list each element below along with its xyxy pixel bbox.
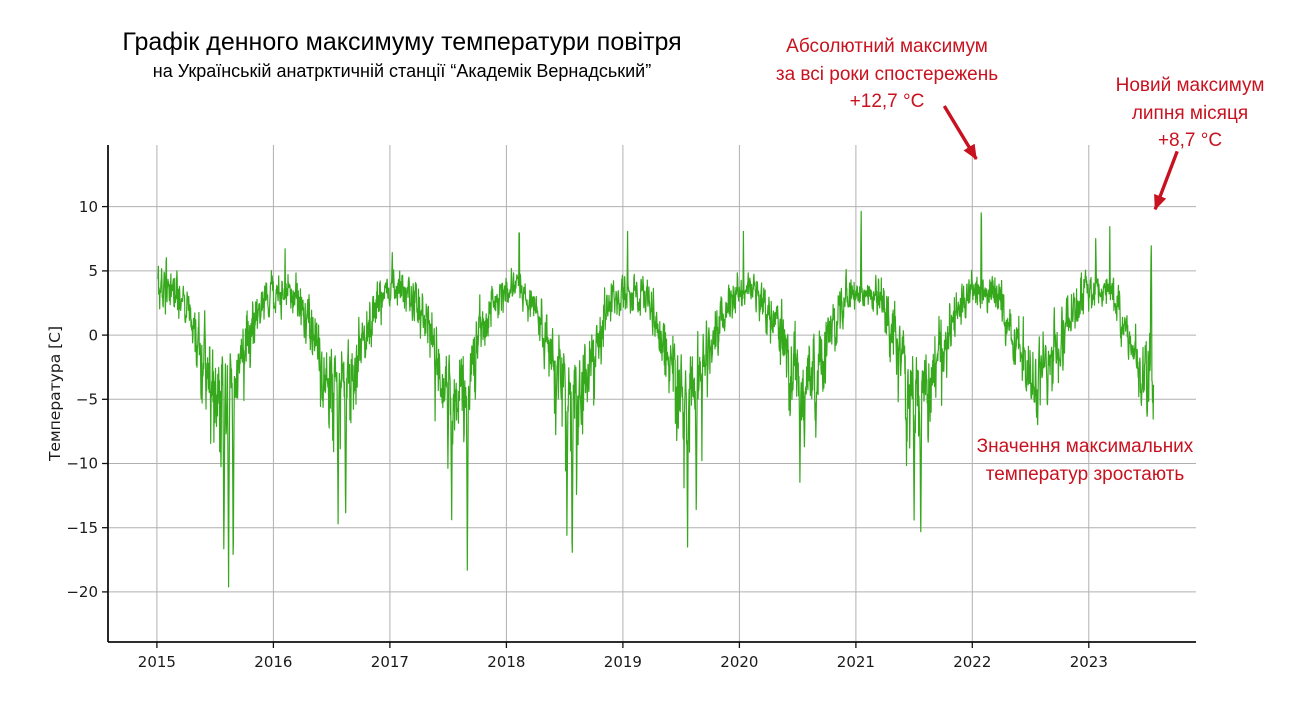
annotation-line: Абсолютний максимум [786, 36, 988, 57]
x-tick-label: 2023 [1070, 653, 1108, 671]
y-tick-label: −15 [66, 519, 98, 537]
annotation-line: Новий максимум [1115, 75, 1265, 96]
x-tick-label: 2018 [487, 653, 525, 671]
y-axis-label: Температура [C] [46, 326, 64, 462]
y-tick-label: 10 [79, 198, 98, 216]
x-tick-label: 2015 [138, 653, 176, 671]
axis-ticks: 10 5 0 −5 −10 −15 −20 2015 2016 2017 2018 2019 2020 2… [66, 198, 1108, 671]
record-arrow-icon-all-time [942, 105, 978, 160]
record-arrow-icon-july [1153, 150, 1179, 211]
annotation-value: +8,7 °C [1157, 130, 1223, 151]
x-tick-label: 2017 [371, 653, 409, 671]
x-tick-label: 2022 [953, 653, 991, 671]
chart-title: Графік денного максимуму температури пов… [122, 28, 682, 56]
annotation-trend-note: Значення максимальних температур зростаю… [930, 433, 1240, 488]
series-line [157, 210, 1155, 588]
y-tick-label: −5 [76, 391, 98, 409]
annotation-line: липня місяця [1131, 102, 1249, 124]
annotation-absolute-maximum: Абсолютний максимум за всі роки спостере… [732, 33, 1042, 116]
x-tick-label: 2016 [254, 653, 292, 671]
y-tick-label: −20 [66, 583, 98, 601]
chart-subtitle: на Українській анатрктичній станції “Ака… [152, 61, 652, 81]
annotation-line: Значення максимальних [976, 436, 1194, 457]
y-tick-label: 0 [88, 326, 98, 344]
annotation-line: температур зростають [985, 463, 1185, 485]
y-tick-label: −10 [66, 455, 98, 473]
annotation-line: за всі роки спостережень [775, 63, 999, 85]
annotation-july-maximum: Новий максимум липня місяця +8,7 °C [1085, 72, 1295, 155]
x-tick-label: 2021 [837, 653, 875, 671]
x-tick-label: 2020 [720, 653, 758, 671]
axis-spines [107, 145, 1196, 643]
x-tick-label: 2019 [604, 653, 642, 671]
annotation-value: +12,7 °C [849, 91, 925, 112]
y-tick-label: 5 [88, 262, 98, 280]
